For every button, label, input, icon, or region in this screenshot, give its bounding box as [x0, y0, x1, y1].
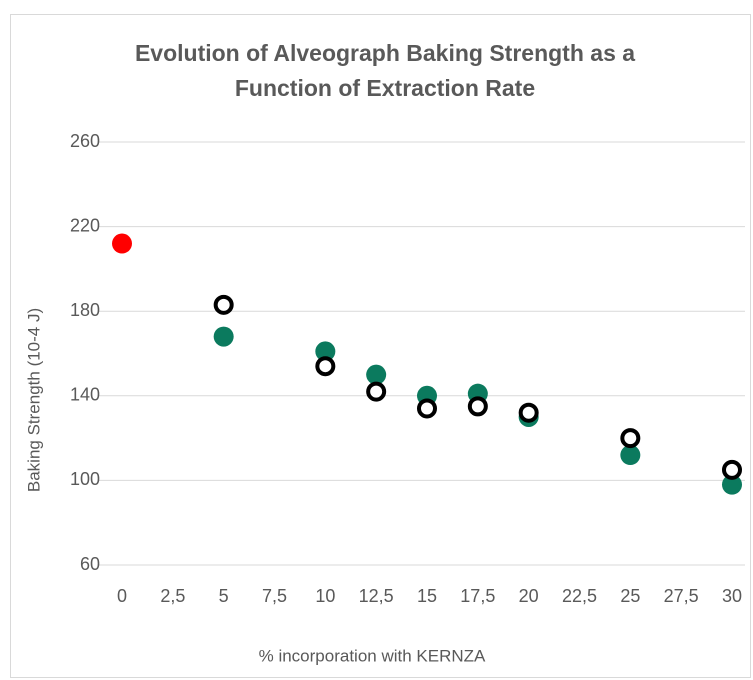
x-tick-label: 22,5: [562, 586, 597, 606]
x-tick-label: 2,5: [160, 586, 185, 606]
chart-title: Evolution of Alveograph Baking Strength …: [134, 40, 636, 101]
point: [722, 459, 742, 480]
x-tick-label: 5: [219, 586, 229, 606]
point: [620, 445, 641, 466]
y-tick-label: 220: [70, 215, 100, 235]
x-tick-label: 15: [417, 586, 437, 606]
x-tick-label: 30: [722, 586, 742, 606]
point: [467, 396, 488, 417]
chart-frame: [10, 14, 751, 678]
y-tick-label: 140: [70, 385, 100, 405]
x-tick-label: 17,5: [460, 586, 495, 606]
x-tick-label: 12,5: [359, 586, 394, 606]
point: [213, 326, 234, 347]
x-tick-label: 25: [620, 586, 640, 606]
x-tick-label: 10: [315, 586, 335, 606]
point: [213, 294, 234, 315]
y-tick-label: 180: [70, 300, 100, 320]
point: [366, 381, 387, 402]
y-axis-label: Baking Strength (10-4 J): [24, 308, 43, 492]
point: [315, 356, 336, 377]
point: [620, 428, 641, 449]
x-tick-label: 27,5: [664, 586, 699, 606]
y-tick-label: 100: [70, 469, 100, 489]
point: [315, 341, 336, 362]
x-axis-label: % incorporation with KERNZA: [259, 646, 486, 665]
x-tick-label: 7,5: [262, 586, 287, 606]
point: [112, 233, 132, 254]
point: [366, 364, 387, 385]
point: [722, 474, 742, 495]
y-tick-label: 260: [70, 131, 100, 151]
x-tick-label: 0: [117, 586, 127, 606]
point: [417, 398, 437, 419]
y-tick-label: 60: [80, 554, 100, 574]
x-tick-label: 20: [519, 586, 539, 606]
point: [518, 402, 539, 423]
